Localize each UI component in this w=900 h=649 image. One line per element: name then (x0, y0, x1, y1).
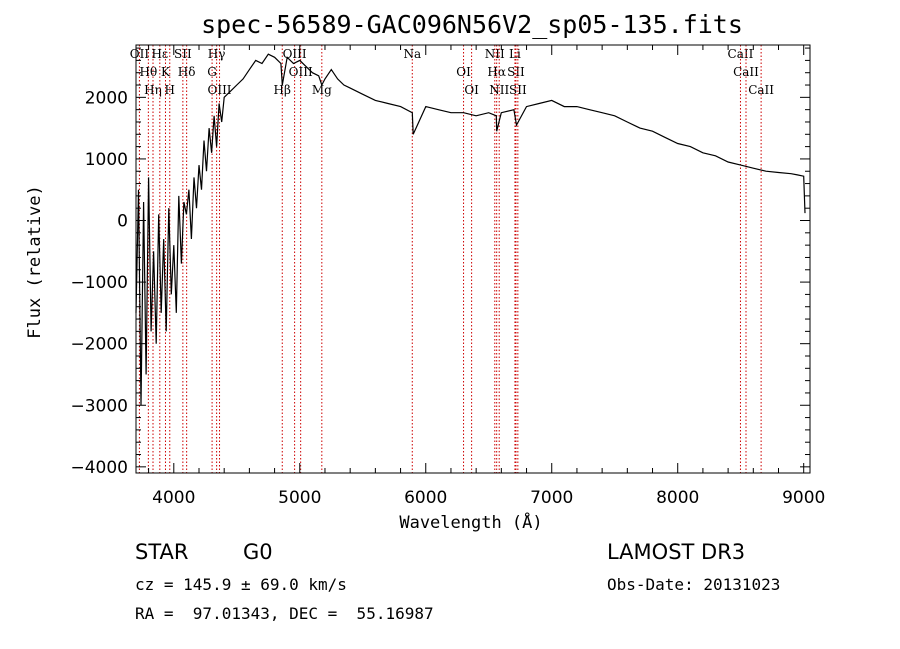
spectrum-chart: spec-56589-GAC096N56V2_sp05-135.fits OII… (25, 10, 825, 533)
y-tick-label-2: −2000 (70, 335, 128, 355)
y-tick-label-6: 2000 (85, 88, 128, 108)
y-tick-label-0: −4000 (70, 458, 128, 478)
line-marker-label-10: G (207, 65, 217, 79)
line-marker-label-17: OI (464, 83, 479, 97)
line-marker-label-2: Hη (144, 83, 162, 97)
x-axis-label: Wavelength (Å) (399, 511, 542, 533)
line-marker-label-26: CaII (748, 83, 774, 97)
spectral-line-markers: OII Hθ Hη Hε KH SII Hδ OIII Hγ G Hβ OIII OIII Mg Na OI O… (130, 45, 774, 473)
line-marker-label-1: Hθ (139, 65, 157, 79)
line-marker-label-9: Hγ (208, 47, 226, 61)
line-marker-label-19: Hα (487, 65, 506, 79)
line-marker-label-21: Li (509, 47, 521, 61)
line-marker-label-11: Hβ (274, 83, 291, 97)
line-marker-label-24: CaII (728, 47, 754, 61)
line-marker-label-16: OI (456, 65, 471, 79)
x-tick-label-2: 6000 (404, 488, 447, 508)
y-axis-label: Flux (relative) (25, 185, 45, 339)
line-marker-label-25: CaII (733, 65, 759, 79)
x-tick-label-1: 5000 (278, 488, 321, 508)
chart-title: spec-56589-GAC096N56V2_sp05-135.fits (201, 10, 743, 39)
spectrum-line (135, 53, 806, 406)
obs-date: Obs-Date: 20131023 (607, 575, 781, 594)
y-tick-label-3: −1000 (70, 273, 128, 293)
object-class: STAR (135, 540, 189, 564)
x-tick-label-4: 8000 (656, 488, 699, 508)
x-tick-label-3: 7000 (530, 488, 573, 508)
y-axis: −4000 −3000 −2000 −1000 0 1000 2000 (70, 47, 810, 478)
plot-frame (135, 44, 811, 474)
line-marker-label-3: Hε (151, 47, 168, 61)
line-marker-label-8: OIII (207, 83, 231, 97)
line-marker-label-23: SII (509, 83, 527, 97)
survey-name: LAMOST DR3 (607, 540, 746, 564)
redshift-readout: cz = 145.9 ± 69.0 km/s (135, 575, 347, 594)
x-tick-label-0: 4000 (152, 488, 195, 508)
line-marker-label-20: NII (489, 83, 509, 97)
line-marker-label-12: OIII (283, 47, 307, 61)
line-marker-label-13: OIII (289, 65, 313, 79)
line-marker-label-22: SII (507, 65, 525, 79)
line-marker-label-0: OII (130, 47, 150, 61)
line-marker-label-7: Hδ (178, 65, 196, 79)
line-marker-label-15: Na (403, 47, 421, 61)
x-tick-label-5: 9000 (782, 488, 825, 508)
line-marker-label-18: NII (485, 47, 505, 61)
x-axis: 4000 5000 6000 7000 8000 9000 (148, 45, 825, 508)
y-tick-label-5: 1000 (85, 150, 128, 170)
line-marker-label-6: SII (174, 47, 192, 61)
line-marker-label-4: K (161, 65, 171, 79)
coordinates: RA = 97.01343, DEC = 55.16987 (135, 604, 434, 623)
line-marker-label-5: H (165, 83, 175, 97)
y-tick-label-1: −3000 (70, 396, 128, 416)
y-tick-label-4: 0 (117, 212, 128, 232)
spectral-subclass: G0 (243, 540, 273, 564)
line-marker-label-14: Mg (312, 83, 332, 97)
